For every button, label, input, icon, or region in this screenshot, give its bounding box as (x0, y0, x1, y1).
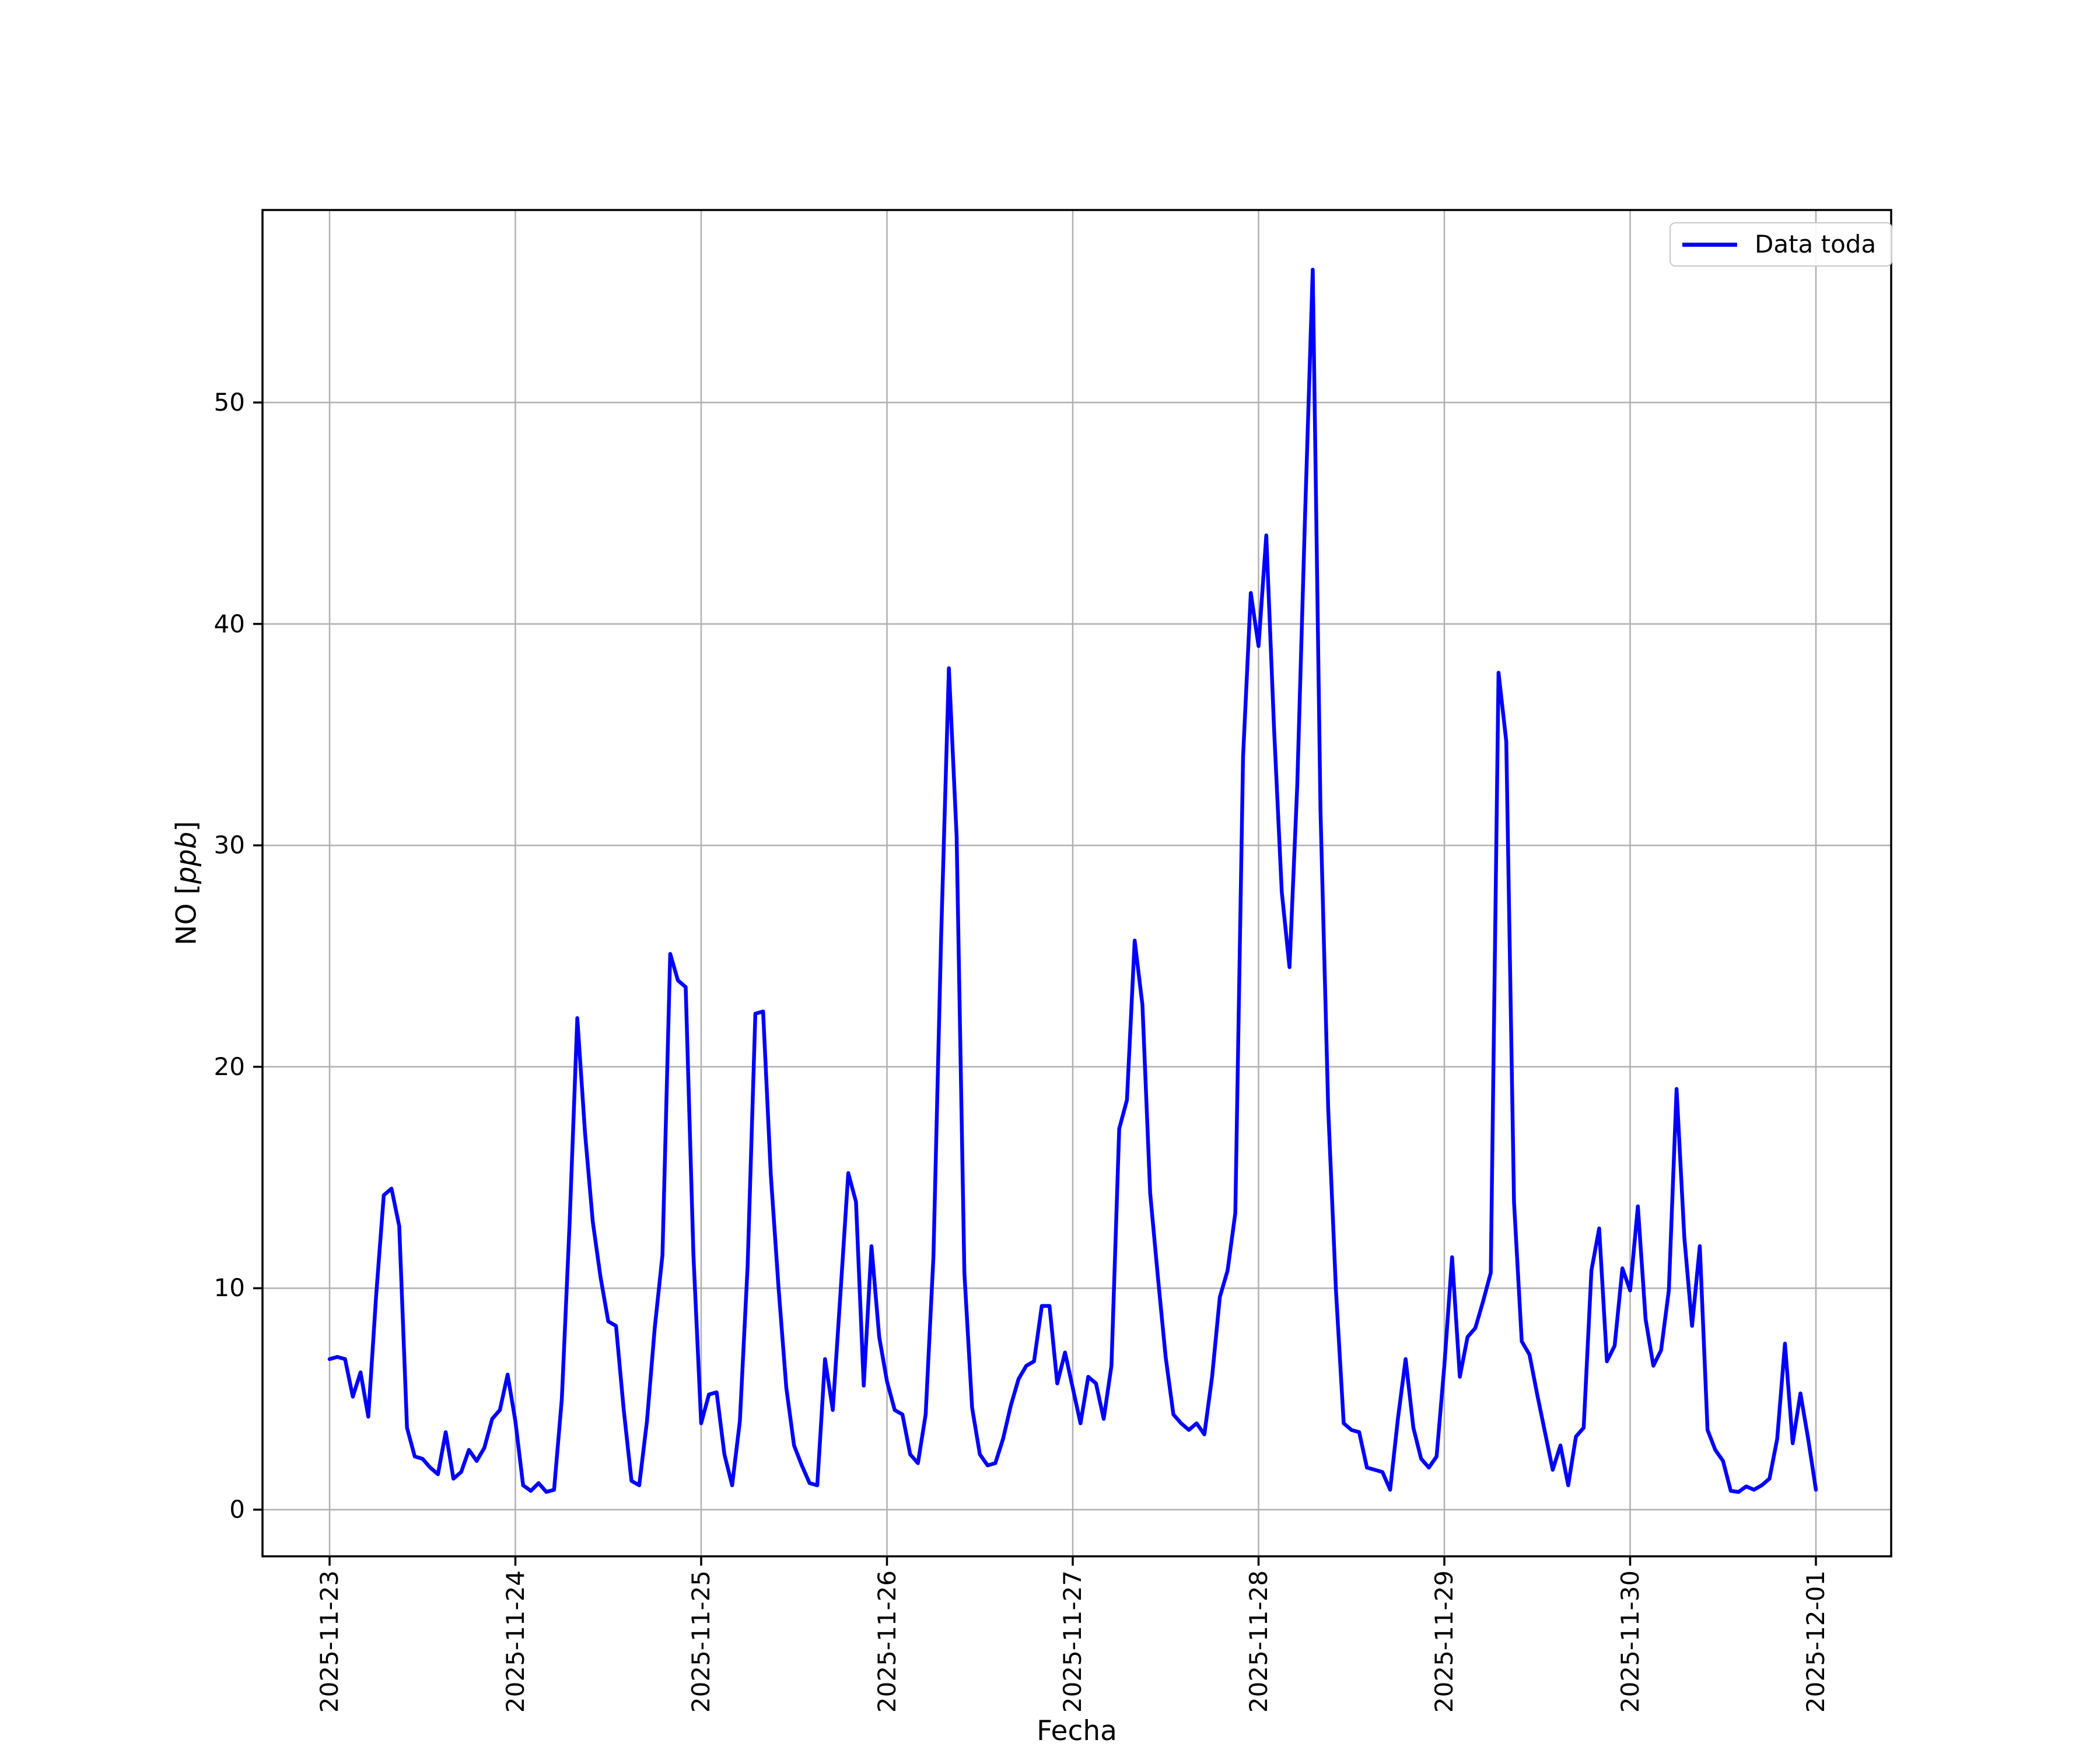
x-tick-label: 2025-11-26 (872, 1570, 901, 1713)
y-axis-label: NO [ppb] (171, 821, 203, 945)
x-tick-label: 2025-11-23 (315, 1570, 344, 1713)
y-tick-label: 0 (229, 1495, 245, 1524)
x-tick-label: 2025-11-24 (501, 1570, 530, 1713)
y-tick-label: 20 (214, 1052, 245, 1081)
axes-frame (261, 209, 1892, 1558)
y-axis-label-unit: ppb (170, 831, 203, 884)
y-tick-label: 30 (214, 831, 245, 860)
gridlines (262, 210, 1891, 1556)
x-tick-label: 2025-11-29 (1430, 1570, 1458, 1713)
legend-line-sample (1682, 242, 1737, 247)
x-tick-label: 2025-11-30 (1615, 1570, 1644, 1713)
axis-tick-marks (253, 401, 1817, 1566)
axes-spines (261, 209, 1892, 1558)
series-line-data-toda (327, 267, 1818, 1494)
x-tick-label: 2025-11-27 (1058, 1570, 1087, 1713)
x-tick-label: 2025-11-25 (687, 1570, 715, 1713)
x-axis-label: Fecha (1037, 1715, 1117, 1747)
y-tick-label: 10 (214, 1273, 245, 1303)
legend-label: Data toda (1755, 230, 1877, 258)
y-tick-label: 50 (214, 388, 245, 416)
y-axis-label-prefix: NO [ (170, 884, 203, 946)
y-axis-label-suffix: ] (170, 821, 203, 832)
data-series-line (327, 267, 1818, 1494)
x-tick-label: 2025-11-28 (1244, 1570, 1273, 1713)
legend: Data toda (1670, 222, 1893, 267)
y-tick-label: 40 (214, 609, 245, 638)
x-tick-label: 2025-12-01 (1801, 1570, 1830, 1713)
